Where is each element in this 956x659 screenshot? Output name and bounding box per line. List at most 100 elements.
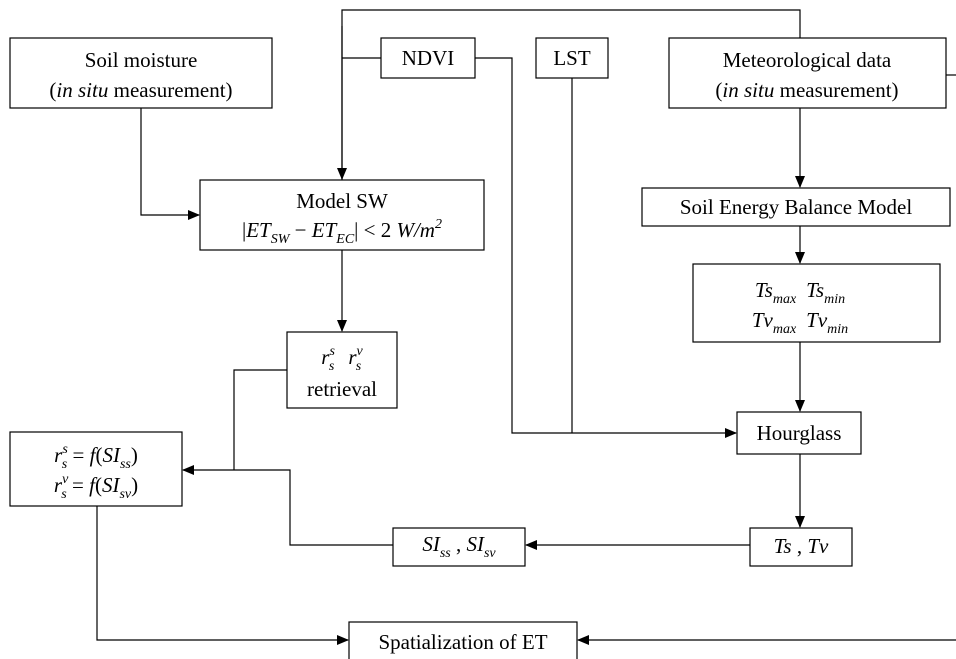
subscript: max [773, 292, 797, 307]
function-arrow [96, 506, 349, 645]
text: | < 2 [354, 218, 396, 242]
text: ) [131, 443, 138, 467]
superscript: 2 [435, 217, 442, 232]
text: W/m [396, 218, 435, 242]
subscript: sv [119, 487, 131, 502]
text: ( [49, 78, 56, 102]
box [199, 179, 485, 251]
box [736, 411, 862, 455]
text: ) [131, 473, 138, 497]
subscript: s [356, 359, 362, 374]
subscript: EC [335, 232, 355, 247]
label: Soil moisture [85, 48, 198, 72]
subscript: s [61, 487, 67, 502]
text: measurement) [774, 78, 898, 102]
subscript: min [827, 322, 848, 337]
superscript: v [62, 472, 69, 487]
retrieval-node: rs s rv s retrieval [286, 331, 398, 409]
text: ( [95, 443, 102, 467]
text: in situ [56, 78, 108, 102]
label: (in situ measurement) [49, 78, 232, 102]
text: Tv [806, 308, 828, 332]
box [9, 431, 183, 507]
text: , [451, 532, 467, 556]
hourglass-node: Hourglass [736, 411, 862, 455]
text: Ts [755, 278, 773, 302]
text: SI [422, 532, 441, 556]
si-arrow [182, 465, 393, 546]
text: r [54, 443, 63, 467]
box [392, 527, 526, 567]
box [535, 37, 609, 79]
functions-node: rs s = f(SIss) rv s = f(SIsv) [9, 431, 183, 507]
box [749, 527, 853, 567]
box [9, 37, 273, 109]
si-node: SIss , SIsv [392, 527, 526, 567]
text: SI [102, 443, 121, 467]
text: , [792, 534, 808, 558]
label: (in situ measurement) [715, 78, 898, 102]
lst-node: LST [535, 37, 609, 79]
seb-node: Soil Energy Balance Model [641, 187, 951, 227]
subscript: min [824, 292, 845, 307]
box [692, 263, 941, 343]
soil-moisture-node: Soil moisture (in situ measurement) [9, 37, 273, 109]
spatialization-node: Spatialization of ET [348, 621, 578, 659]
formula: rs s = f(SIss) [54, 442, 138, 472]
label: Hourglass [757, 421, 842, 445]
formula: rv s = f(SIsv) [54, 472, 138, 502]
box [641, 187, 951, 227]
text: r [54, 473, 63, 497]
text: in situ [722, 78, 774, 102]
formula: SIss , SIsv [422, 532, 496, 561]
meteorological-node: Meteorological data (in situ measurement… [668, 37, 947, 109]
box [380, 37, 476, 79]
connectors [96, 9, 956, 645]
superscript: s [329, 344, 335, 359]
text: | [242, 218, 246, 242]
text: r [348, 345, 357, 369]
label: Spatialization of ET [378, 630, 547, 654]
box [348, 621, 578, 659]
ts-tv-node: Ts , Tv [749, 527, 853, 567]
text: SI [102, 473, 121, 497]
label: Meteorological data [723, 48, 892, 72]
box [286, 331, 398, 409]
subscript: s [62, 457, 68, 472]
text: − [289, 218, 311, 242]
superscript: v [357, 344, 364, 359]
formula: Ts , Tv [774, 534, 829, 558]
text: measurement) [108, 78, 232, 102]
text: Ts [774, 534, 792, 558]
subscript: ss [120, 457, 131, 472]
label: LST [553, 46, 591, 70]
temps-node: Tsmax Tsmin Tvmax Tvmin [692, 263, 941, 343]
subscript: max [773, 322, 797, 337]
text: r [321, 345, 330, 369]
subscript: SW [271, 232, 291, 247]
formula: rs s rv s [321, 344, 363, 374]
text: Ts [806, 278, 824, 302]
subscript: s [329, 359, 335, 374]
label: Model SW [296, 189, 388, 213]
subscript: ss [440, 546, 451, 561]
superscript: s [62, 442, 68, 457]
text: = [67, 473, 89, 497]
formula: Tsmax Tsmin [755, 278, 845, 307]
text: SI [466, 532, 485, 556]
label: Soil Energy Balance Model [680, 195, 912, 219]
text: ET [245, 218, 272, 242]
label: NDVI [402, 46, 455, 70]
text: = [67, 443, 89, 467]
subscript: sv [484, 546, 496, 561]
text: ET [311, 218, 338, 242]
formula: |ETSW − ETEC| < 2 W/m2 [242, 217, 442, 247]
text: Tv [807, 534, 829, 558]
ndvi-arrow [475, 57, 737, 438]
text: Tv [752, 308, 774, 332]
formula: Tvmax Tvmin [752, 308, 848, 337]
text: f [89, 473, 98, 497]
model-sw-node: Model SW |ETSW − ETEC| < 2 W/m2 [199, 179, 485, 251]
soil-arrow [140, 108, 200, 220]
